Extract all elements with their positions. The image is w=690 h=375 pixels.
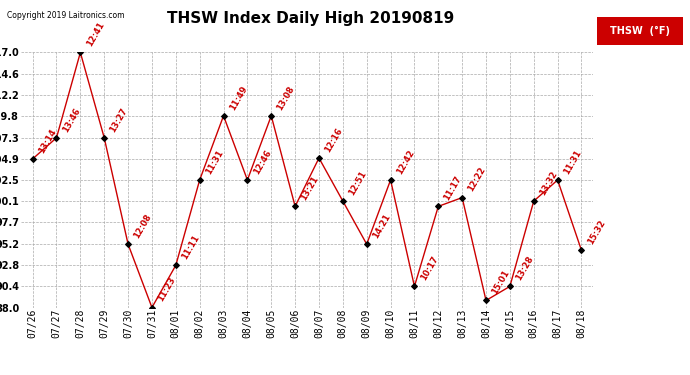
Text: 11:23: 11:23 (156, 276, 177, 303)
Text: 13:46: 13:46 (61, 106, 82, 134)
Text: 15:01: 15:01 (490, 268, 511, 296)
Point (75, 50, 86, 55)
Text: 13:14: 13:14 (37, 127, 58, 155)
Text: 11:31: 11:31 (562, 148, 583, 176)
Text: 15:32: 15:32 (586, 219, 607, 246)
Point (504, 284, 515, 290)
Text: 13:27: 13:27 (108, 106, 130, 134)
Point (194, 177, 205, 183)
Point (99, 135, 110, 141)
Point (552, 177, 563, 183)
Text: 11:49: 11:49 (228, 84, 249, 112)
Text: 11:17: 11:17 (442, 174, 464, 202)
Text: 13:32: 13:32 (538, 170, 559, 197)
Point (361, 241, 372, 247)
Text: 12:51: 12:51 (347, 169, 368, 197)
Text: THSW Index Daily High 20190819: THSW Index Daily High 20190819 (167, 11, 454, 26)
Point (266, 113, 277, 119)
Point (290, 203, 301, 209)
Point (409, 284, 420, 290)
Text: 14:21: 14:21 (371, 212, 392, 240)
Point (337, 198, 348, 204)
Point (457, 195, 468, 201)
Text: 13:28: 13:28 (514, 255, 535, 282)
Text: 12:08: 12:08 (132, 213, 153, 240)
Text: THSW  (°F): THSW (°F) (611, 26, 670, 36)
Point (170, 262, 181, 268)
Point (480, 297, 491, 303)
Point (242, 177, 253, 183)
Text: 12:22: 12:22 (466, 166, 488, 194)
Point (313, 155, 324, 161)
Point (51, 135, 62, 141)
Text: 10:17: 10:17 (419, 255, 440, 282)
Point (529, 198, 540, 204)
Text: 11:31: 11:31 (204, 148, 225, 176)
Text: 12:16: 12:16 (323, 126, 344, 154)
Point (123, 241, 134, 247)
Point (576, 248, 587, 254)
Text: Copyright 2019 Laitronics.com: Copyright 2019 Laitronics.com (7, 11, 124, 20)
Point (27, 156, 38, 162)
Point (433, 203, 444, 209)
Text: 12:42: 12:42 (395, 148, 416, 176)
Text: 13:21: 13:21 (299, 174, 320, 202)
Text: 13:08: 13:08 (275, 84, 297, 112)
Point (146, 304, 157, 310)
Text: 11:11: 11:11 (180, 233, 201, 261)
Text: 12:41: 12:41 (84, 21, 106, 48)
Point (218, 113, 229, 119)
Text: 12:46: 12:46 (252, 148, 273, 176)
Point (385, 177, 396, 183)
